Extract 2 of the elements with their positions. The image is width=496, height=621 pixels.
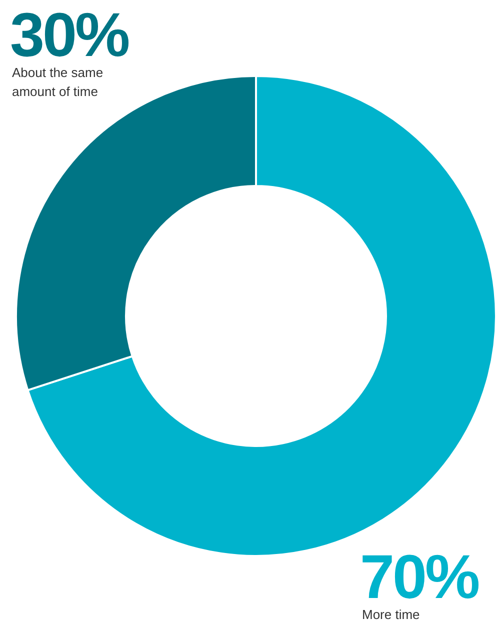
slice-label: About the same amount of time xyxy=(12,65,104,99)
slice-label: More time xyxy=(362,607,420,621)
